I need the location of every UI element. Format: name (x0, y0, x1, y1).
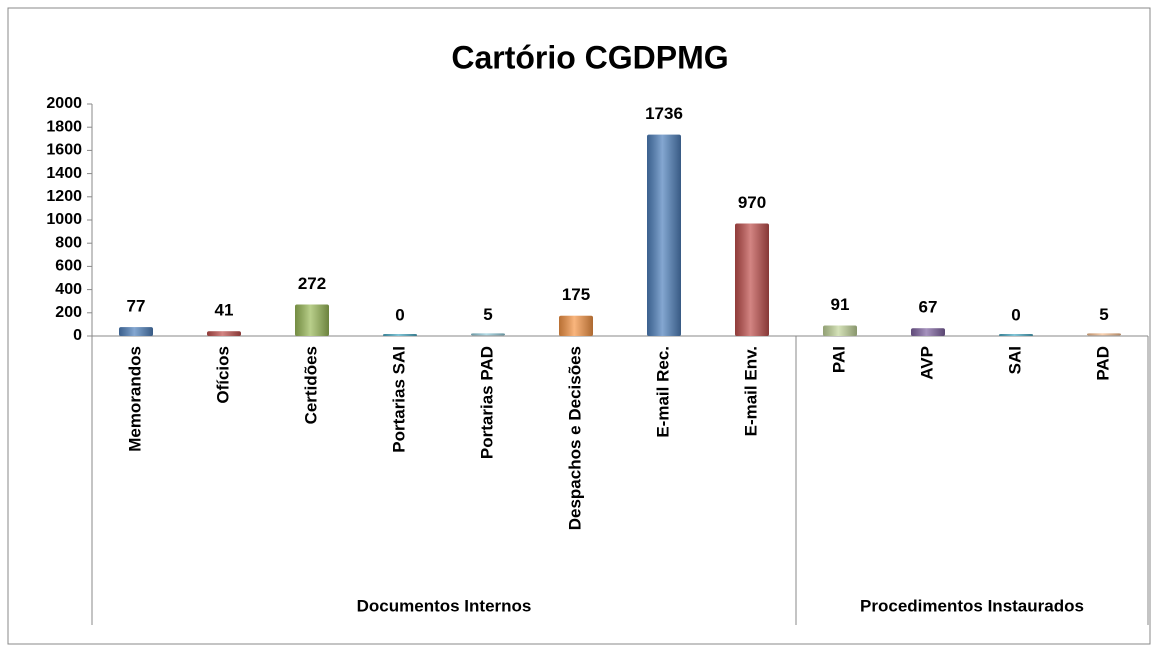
bar-shade (911, 328, 945, 336)
bar-shade (559, 315, 593, 336)
bar-shade (1087, 333, 1121, 336)
x-tick-label: SAI (1005, 346, 1024, 374)
y-tick-label: 2000 (46, 95, 82, 112)
value-label: 67 (919, 298, 938, 317)
bar-shade (383, 334, 417, 336)
group-label: Procedimentos Instaurados (860, 596, 1084, 615)
bar-shade (735, 223, 769, 336)
y-tick-label: 800 (55, 234, 82, 251)
x-tick-label: AVP (917, 346, 936, 380)
bar-shade (999, 334, 1033, 336)
chart-title: Cartório CGDPMG (451, 39, 728, 75)
value-label: 77 (127, 297, 146, 316)
y-tick-label: 1800 (46, 118, 82, 135)
value-label: 91 (831, 295, 850, 314)
x-tick-label: Certidões (301, 346, 320, 424)
y-tick-label: 0 (73, 327, 82, 344)
y-tick-label: 200 (55, 304, 82, 321)
value-label: 970 (738, 193, 766, 212)
x-tick-label: Portarias SAI (389, 346, 408, 453)
x-tick-label: Memorandos (125, 346, 144, 452)
y-tick-label: 1600 (46, 142, 82, 159)
y-tick-label: 1200 (46, 188, 82, 205)
x-tick-label: PAI (829, 346, 848, 373)
value-label: 41 (215, 301, 234, 320)
bar-shade (207, 331, 241, 336)
bar-shade (823, 325, 857, 336)
value-label: 0 (395, 305, 404, 324)
bar-shade (647, 134, 681, 336)
x-tick-label: Despachos e Decisões (565, 346, 584, 530)
bar-shade (471, 333, 505, 336)
group-label: Documentos Internos (357, 596, 532, 615)
value-label: 5 (1099, 305, 1108, 324)
y-tick-label: 1000 (46, 211, 82, 228)
value-label: 5 (483, 305, 492, 324)
x-tick-label: E-mail Rec. (653, 346, 672, 438)
bar-shade (295, 304, 329, 336)
x-tick-label: PAD (1093, 346, 1112, 381)
x-tick-label: Portarias PAD (477, 346, 496, 459)
value-label: 0 (1011, 305, 1020, 324)
value-label: 272 (298, 274, 326, 293)
y-tick-label: 400 (55, 281, 82, 298)
value-label: 1736 (645, 104, 683, 123)
value-label: 175 (562, 285, 590, 304)
x-tick-label: Ofícios (213, 346, 232, 404)
y-tick-label: 1400 (46, 165, 82, 182)
bar-shade (119, 327, 153, 336)
y-tick-label: 600 (55, 258, 82, 275)
x-tick-label: E-mail Env. (741, 346, 760, 436)
